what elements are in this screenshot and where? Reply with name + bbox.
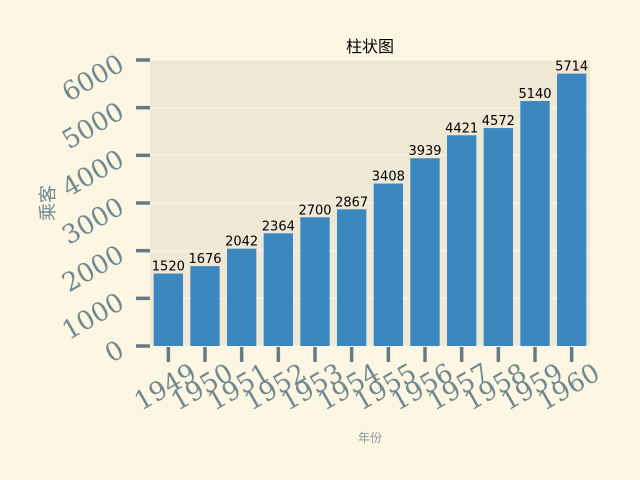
bar-value-label: 3939 bbox=[408, 144, 441, 159]
bar bbox=[337, 209, 367, 346]
bar bbox=[227, 248, 257, 346]
bar-value-label: 3408 bbox=[372, 170, 405, 185]
bar bbox=[557, 73, 587, 347]
y-tick-label: 4000 bbox=[57, 144, 129, 203]
bar bbox=[190, 266, 220, 346]
bar-value-label: 2867 bbox=[335, 195, 368, 210]
bar-value-label: 5140 bbox=[518, 87, 551, 102]
y-tick-label: 0 bbox=[100, 335, 129, 369]
x-axis: 1949195019511952195319541955195619571958… bbox=[130, 347, 605, 417]
bar-value-label: 2364 bbox=[262, 219, 295, 234]
bar-value-label: 1676 bbox=[188, 252, 221, 267]
bar-value-label: 5714 bbox=[555, 60, 588, 75]
bars bbox=[153, 73, 587, 347]
y-tick-label: 1000 bbox=[57, 287, 129, 346]
bar bbox=[373, 183, 403, 346]
bar-value-label: 2700 bbox=[298, 203, 331, 218]
grid-lines bbox=[150, 59, 590, 347]
bar bbox=[483, 128, 513, 346]
bar-value-label: 4572 bbox=[482, 114, 515, 129]
chart-title: 柱状图 bbox=[346, 37, 394, 56]
bar bbox=[447, 135, 477, 346]
y-axis-label: 乘客 bbox=[38, 185, 59, 221]
y-tick-label: 3000 bbox=[57, 192, 129, 251]
y-tick-label: 5000 bbox=[57, 97, 129, 156]
bar-value-label: 1520 bbox=[152, 260, 185, 275]
bar bbox=[153, 273, 183, 346]
bar-value-label: 4421 bbox=[445, 121, 478, 136]
x-axis-label: 年份 bbox=[358, 431, 382, 445]
bar bbox=[300, 217, 330, 346]
bar bbox=[410, 158, 440, 346]
bar bbox=[520, 100, 550, 346]
y-tick-label: 6000 bbox=[57, 49, 129, 108]
bar bbox=[263, 233, 293, 346]
bar-value-label: 2042 bbox=[225, 235, 258, 250]
y-tick-label: 2000 bbox=[57, 240, 129, 299]
